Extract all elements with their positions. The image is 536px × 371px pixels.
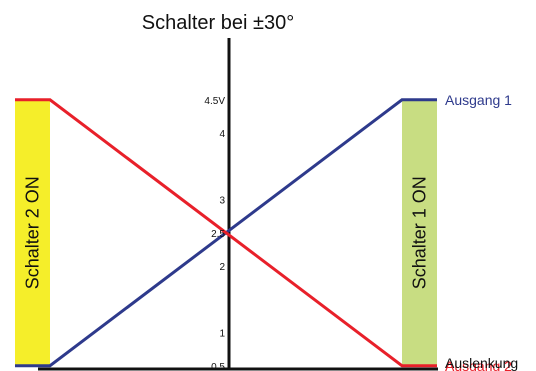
y-tick-label: 4.5V [204,96,225,107]
x-axis-label: Auslenkung [445,355,518,371]
y-tick-label: 2 [219,262,225,273]
y-tick-label: 0.5 [211,362,225,371]
chart-title: Schalter bei ±30° [142,12,294,34]
series-line-2 [15,98,437,368]
band-left [15,99,50,366]
band-right [402,99,437,366]
y-tick-label: 2.5 [211,229,225,240]
series-label-1: Ausgang 1 [445,92,512,108]
y-tick-label: 1 [219,329,225,340]
band-label-right: Schalter 1 ON [410,176,430,289]
series-label-2: Ausgang 2 [445,358,512,371]
y-tick-label: 4 [219,129,225,140]
band-label-left: Schalter 2 ON [23,176,43,289]
y-tick-label: 3 [219,196,225,207]
